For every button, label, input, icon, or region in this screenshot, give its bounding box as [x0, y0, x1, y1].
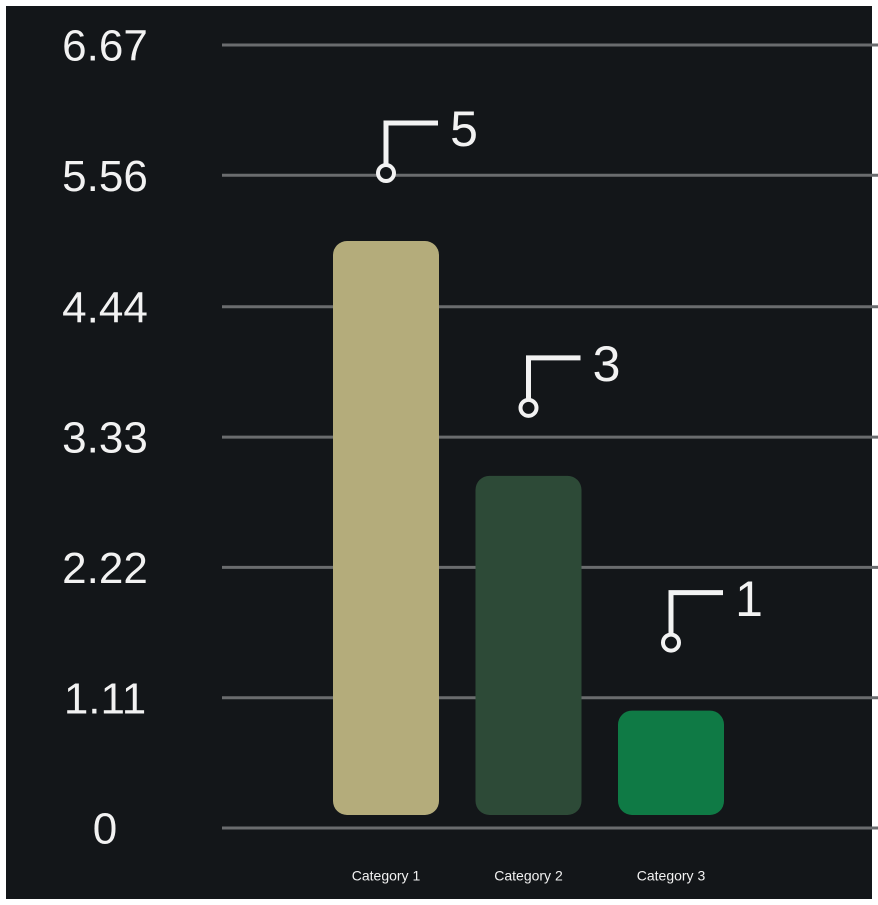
y-tick-label: 4.44: [62, 283, 148, 332]
y-tick-label: 3.33: [62, 414, 148, 463]
bar: [475, 475, 582, 815]
callout-line: [526, 355, 581, 408]
callout-dot: [661, 632, 681, 653]
value-label: 3: [593, 336, 621, 392]
callout-dot: [376, 163, 396, 184]
value-label: 5: [450, 101, 478, 157]
y-tick-label: 1.11: [64, 674, 146, 723]
callout-dot: [518, 397, 539, 418]
callout-line: [668, 590, 723, 643]
y-tick-label: 2.22: [62, 544, 148, 593]
y-tick-label: 6.67: [62, 22, 148, 71]
bar: [333, 241, 439, 816]
y-tick-label: 0: [93, 805, 117, 854]
value-label: 1: [735, 571, 763, 627]
x-tick-label: Category 1: [352, 868, 421, 884]
bar: [618, 710, 724, 815]
x-tick-label: Category 3: [637, 868, 706, 884]
x-tick-label: Category 2: [494, 868, 563, 884]
y-tick-label: 5.56: [62, 152, 148, 201]
callout-line: [383, 120, 438, 174]
